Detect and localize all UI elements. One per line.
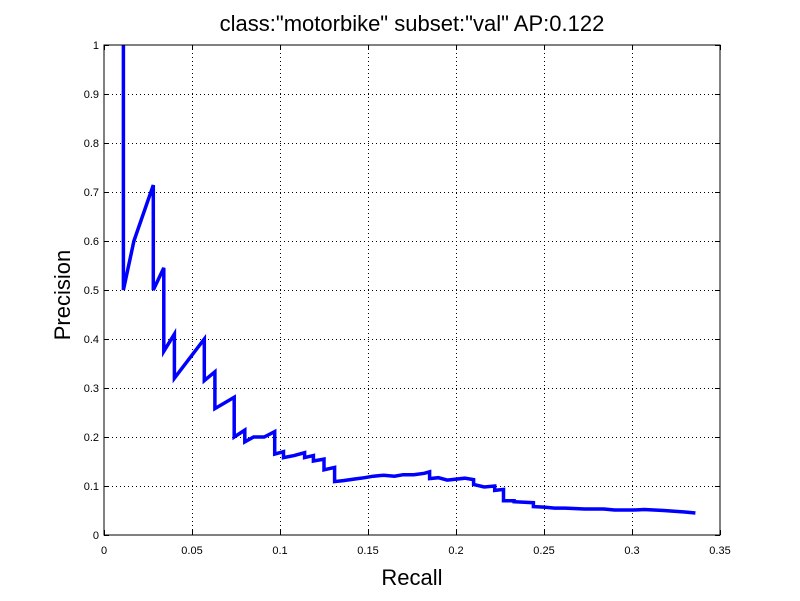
y-tick-label: 0.5 [84,285,99,297]
chart-title: class:"motorbike" subset:"val" AP:0.122 [220,11,605,36]
x-axis-title: Recall [381,565,442,590]
x-tick-label: 0.05 [181,545,202,557]
y-tick-label: 0.4 [84,334,99,346]
y-tick-label: 0.1 [84,481,99,493]
x-tick-label: 0.35 [709,545,730,557]
y-tick-label: 1 [93,40,99,52]
y-tick-label: 0.7 [84,187,99,199]
x-tick-label: 0.3 [624,545,639,557]
y-tick-label: 0 [93,530,99,542]
precision-recall-curve [121,45,696,515]
x-tick-label: 0.1 [272,545,287,557]
grid [104,45,720,535]
y-axis-title: Precision [50,250,75,340]
ticks: 0 0.05 0.1 0.15 0.2 0.25 0.3 0.35 0 0.1 0.2 0.3 0.4 0… [84,40,731,557]
x-tick-label: 0.15 [357,545,378,557]
x-tick-label: 0.2 [448,545,463,557]
series-layer [121,45,696,515]
y-tick-label: 0.2 [84,432,99,444]
x-tick-label: 0.25 [533,545,554,557]
x-tick-label: 0 [101,545,107,557]
y-tick-label: 0.3 [84,383,99,395]
y-tick-label: 0.8 [84,138,99,150]
y-tick-label: 0.9 [84,89,99,101]
y-tick-label: 0.6 [84,236,99,248]
